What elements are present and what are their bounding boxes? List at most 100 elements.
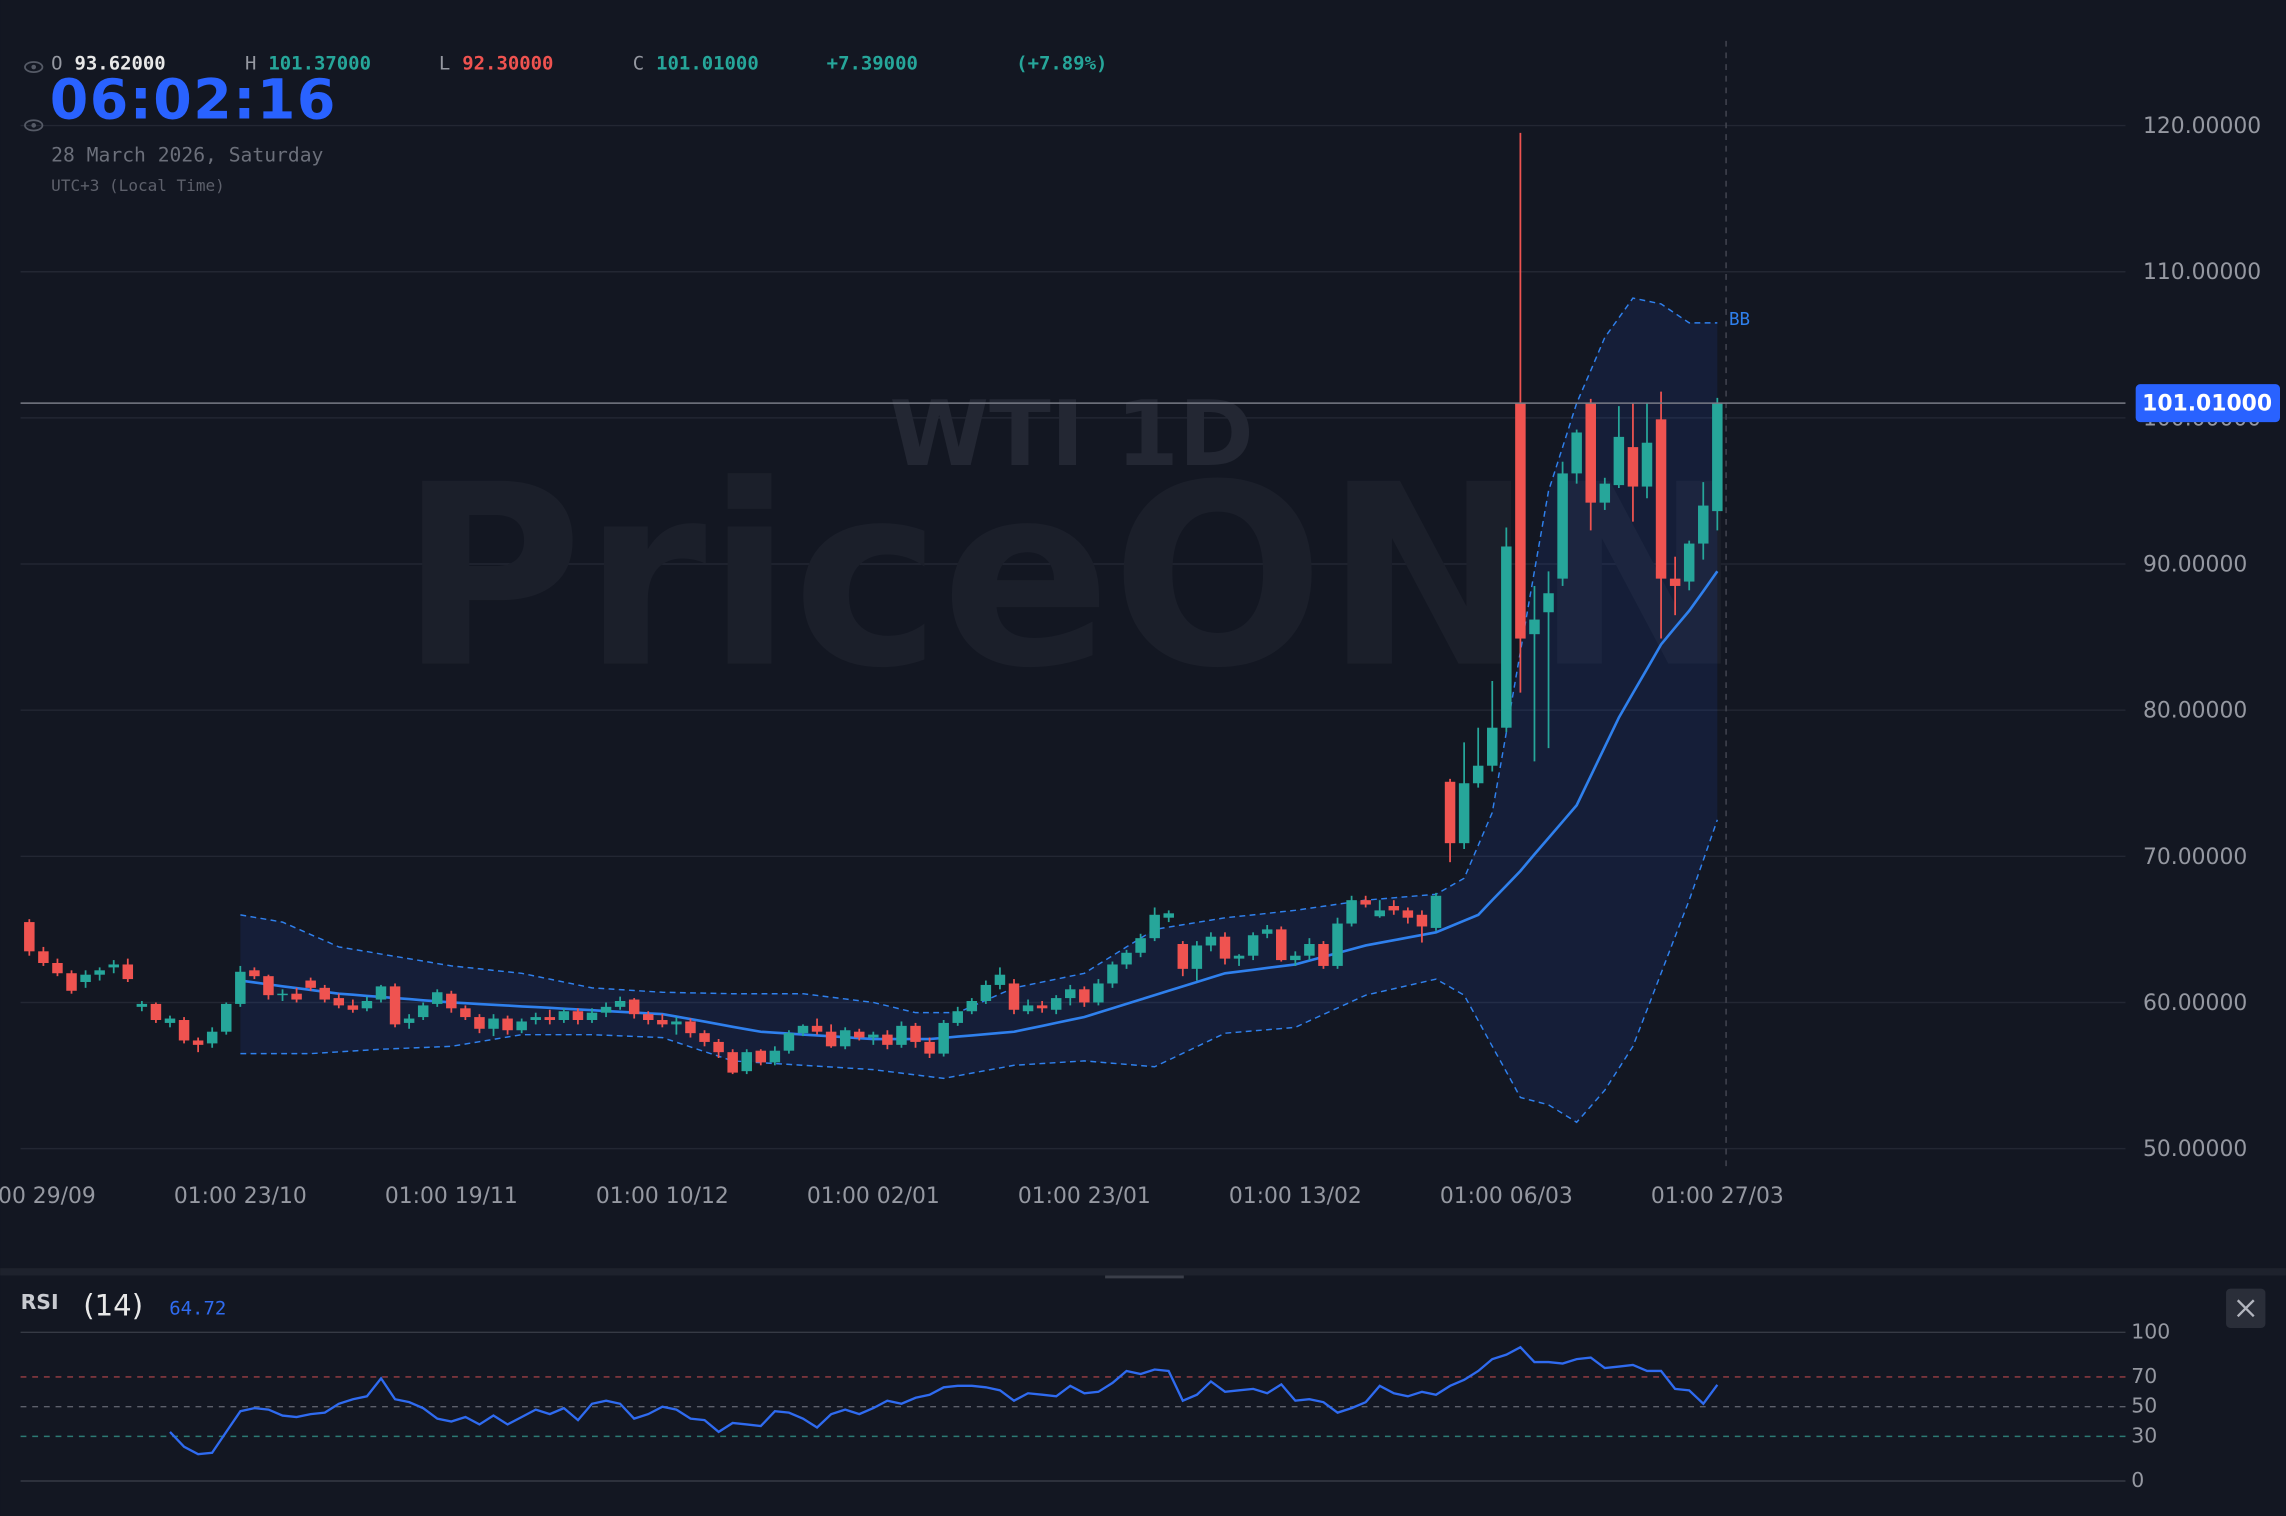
low-value: 92.30000 (462, 53, 553, 75)
y-tick-label: 110.00000 (2143, 260, 2261, 285)
rsi-tick-label: 70 (2131, 1364, 2157, 1388)
candle-body (896, 1025, 907, 1045)
candle-body (178, 1020, 190, 1041)
candle-body (910, 1025, 921, 1042)
candle-body (1388, 906, 1400, 911)
x-tick-label: 01:00 10/12 (596, 1184, 729, 1209)
candle-body (1374, 910, 1385, 917)
candle-body (1107, 964, 1118, 984)
candle-body (1065, 989, 1076, 999)
candle-body (164, 1018, 176, 1023)
x-tick-label: 01:00 27/03 (1651, 1184, 1784, 1209)
candle-body (1290, 955, 1301, 961)
candle-body (24, 922, 35, 952)
last-price-tag (2135, 384, 2280, 423)
candle-body (1557, 473, 1568, 579)
candle-body (94, 970, 105, 975)
candle-body (1543, 593, 1554, 613)
candle-body (333, 998, 345, 1006)
change-percent: (+7.89%) (1016, 53, 1107, 75)
candle-body (854, 1031, 865, 1038)
candle-body (1444, 781, 1456, 844)
candle-body (1515, 403, 1526, 639)
last-price-label: 101.01000 (2142, 392, 2272, 417)
candle-body (403, 1018, 415, 1023)
clock: 06:02:16 (50, 69, 337, 133)
y-tick-label: 90.00000 (2143, 552, 2247, 577)
candle-body (1022, 1005, 1034, 1012)
x-tick-label: 01:00 29/09 (0, 1184, 96, 1209)
x-tick-label: 01:00 19/11 (385, 1184, 518, 1209)
rsi-tick-label: 50 (2131, 1394, 2157, 1418)
candle-body (474, 1017, 485, 1029)
candle-body (1571, 432, 1582, 474)
visibility-icon[interactable] (24, 119, 44, 132)
x-tick-label: 01:00 23/10 (174, 1184, 307, 1209)
candle-body (769, 1050, 781, 1063)
candle-body (1402, 910, 1414, 918)
candle-body (1655, 419, 1667, 579)
grid-layer: 50.00000 60.00000 70.00000 80.00000 90.00000… (0, 114, 2261, 1209)
candle-body (1458, 783, 1470, 844)
candle-body (347, 1005, 359, 1010)
candle-body (150, 1003, 162, 1021)
panel-separator[interactable] (0, 1268, 2286, 1276)
candle-body (938, 1022, 949, 1054)
candle-body (1276, 929, 1287, 961)
candle-body (755, 1050, 767, 1063)
candle-body (502, 1018, 513, 1031)
timezone: UTC+3 (Local Time) (51, 176, 225, 195)
candle-body (1346, 900, 1357, 924)
y-tick-label: 50.00000 (2143, 1137, 2247, 1162)
candle-body (1613, 436, 1625, 486)
candle-body (1008, 983, 1020, 1010)
low-label: L (439, 53, 450, 75)
candle-body (839, 1030, 851, 1047)
candle-body (1149, 914, 1160, 939)
candle-body (797, 1025, 809, 1034)
candle-body (1712, 403, 1723, 512)
candle-body (544, 1017, 556, 1021)
x-tick-label: 01:00 23/01 (1018, 1184, 1151, 1209)
candle-body (488, 1018, 499, 1029)
candle-body (1191, 945, 1203, 969)
candle-body (1177, 944, 1189, 969)
candle-body (1219, 936, 1231, 959)
rsi-tick-label: 0 (2131, 1468, 2144, 1492)
candle-body (1050, 998, 1062, 1010)
visibility-icon[interactable] (24, 61, 44, 74)
candle-body (994, 974, 1006, 985)
rsi-period: (14) (83, 1289, 143, 1323)
close-button[interactable] (2226, 1288, 2266, 1328)
candle-body (235, 971, 246, 1004)
candle-body (558, 1011, 570, 1021)
candle-body (1261, 929, 1273, 934)
candle-body (727, 1052, 738, 1073)
date: 28 March 2026, Saturday (51, 143, 323, 166)
candle-body (52, 963, 63, 974)
candle-body (1205, 936, 1217, 946)
candle-body (432, 992, 443, 1004)
candle-body (38, 951, 49, 964)
y-tick-label: 120.00000 (2143, 114, 2261, 139)
candle-body (657, 1020, 668, 1025)
watermark-symbol: WTI 1D (889, 382, 1253, 487)
candle-body (1332, 923, 1343, 966)
rsi-tick-label: 100 (2131, 1319, 2170, 1343)
close-label: C (633, 53, 644, 75)
candle-body (136, 1003, 148, 1007)
candle-body (1304, 944, 1315, 956)
candle-body (643, 1014, 654, 1021)
candle-body (952, 1011, 963, 1023)
candle-body (614, 1001, 626, 1007)
candle-body (882, 1034, 893, 1045)
candle-body (1135, 938, 1146, 953)
open-value: 93.62000 (75, 53, 166, 75)
y-tick-label: 70.00000 (2143, 845, 2247, 870)
candle-body (516, 1021, 527, 1031)
candle-body (1093, 983, 1104, 1003)
rsi-current-value: 64.72 (169, 1298, 226, 1320)
front-layer: 101.01000 (20, 384, 2280, 423)
